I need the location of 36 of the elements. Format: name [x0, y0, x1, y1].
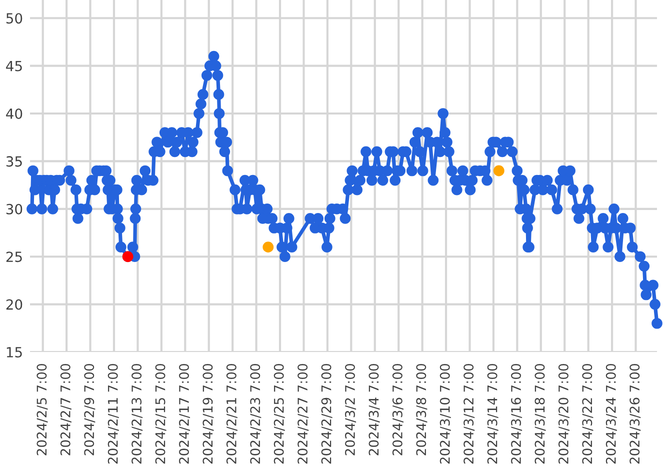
x-tick-label: 2024/2/7 7:00: [60, 364, 72, 456]
x-tick-label: 2024/2/17 7:00: [178, 364, 190, 464]
x-tick-label: 2024/2/25 7:00: [274, 364, 285, 464]
x-tick-label: 2024/3/2 7:00: [345, 364, 356, 456]
x-tick-label: 2024/2/27 7:00: [298, 364, 309, 464]
x-tick-label: 2024/3/14 7:00: [487, 364, 498, 464]
x-tick-label: 2024/3/16 7:00: [511, 364, 522, 464]
x-tick-label: 2024/3/6 7:00: [392, 364, 404, 456]
x-tick-label: 2024/3/12 7:00: [464, 364, 475, 464]
x-tick-label: 2024/2/15 7:00: [155, 364, 166, 464]
x-tick-label: 2024/3/22 7:00: [582, 364, 594, 464]
x-tick-label: 2024/2/21 7:00: [226, 364, 238, 464]
x-tick-label: 2024/3/20 7:00: [558, 364, 570, 464]
y-tick-label: 15: [6, 347, 22, 358]
y-tick-label: 50: [6, 13, 22, 24]
x-tick-label: 2024/2/29 7:00: [321, 364, 332, 464]
x-tick-label: 2024/2/23 7:00: [250, 364, 262, 464]
x-tick-label: 2024/3/10 7:00: [440, 364, 451, 464]
y-tick-label: 30: [6, 204, 22, 214]
point: [262, 242, 274, 253]
y-tick-label: 20: [6, 299, 22, 310]
y-tick-label: 45: [6, 60, 22, 72]
x-tick-label: 2024/3/4 7:00: [368, 364, 380, 456]
x-tick-label: 2024/2/13 7:00: [132, 364, 143, 464]
x-tick-label: 2024/2/19 7:00: [202, 364, 214, 464]
x-tick-label: 2024/3/24 7:00: [606, 364, 617, 464]
x-tick-label: 2024/2/11 7:00: [108, 364, 119, 464]
x-tick-label: 2024/3/18 7:00: [534, 364, 546, 464]
y-tick-label: 35: [6, 156, 22, 167]
x-tick-label: 2024/2/5 7:00: [36, 364, 48, 456]
x-tick-label: 2024/2/9 7:00: [84, 364, 96, 456]
x-tick-label: 2024/3/8 7:00: [416, 364, 428, 456]
y-tick-label: 40: [6, 108, 22, 119]
x-tick-label: 2024/3/26 7:00: [630, 364, 641, 464]
y-tick-label: 25: [6, 252, 22, 262]
point: [493, 165, 504, 176]
